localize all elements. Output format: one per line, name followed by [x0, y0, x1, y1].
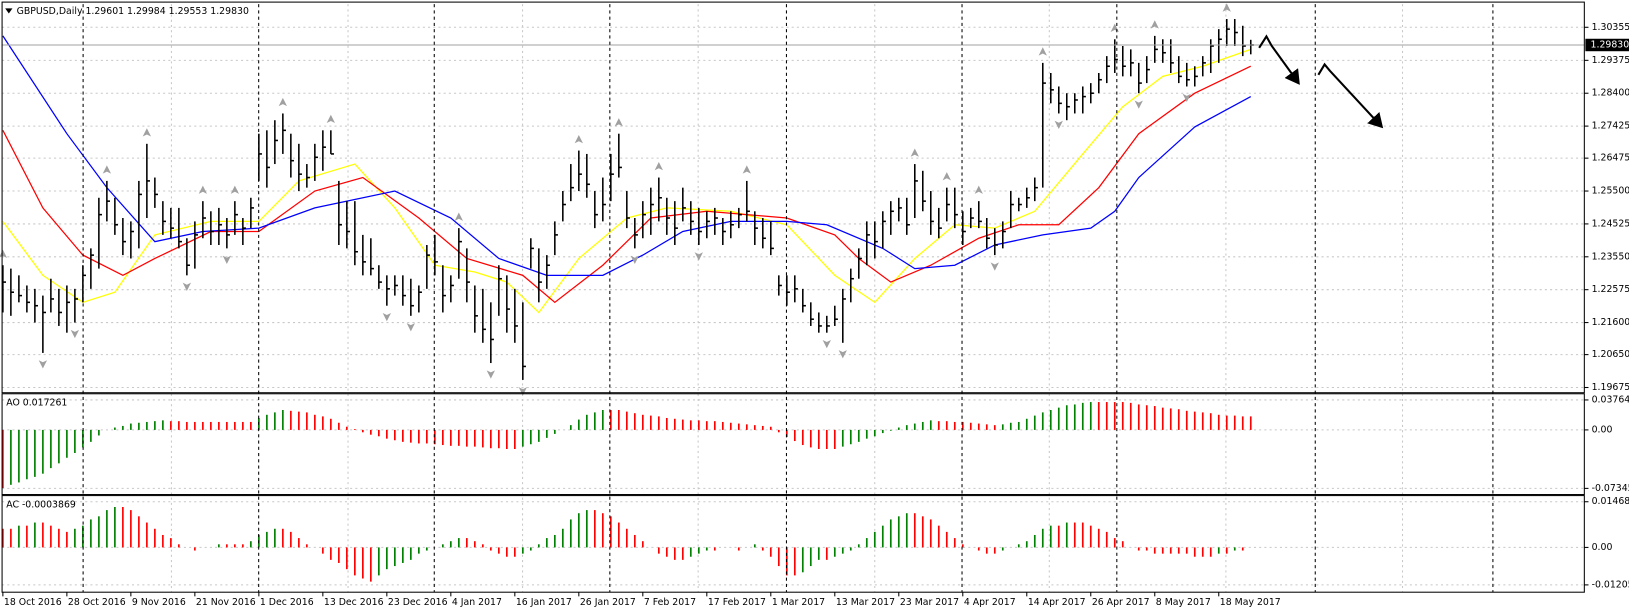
y-tick-label: 1.23550: [1592, 251, 1629, 262]
x-tick-label: 13 Mar 2017: [836, 597, 895, 608]
fractal-up: [1038, 47, 1047, 56]
fractal-down: [838, 350, 847, 359]
y-tick-label: 1.25500: [1592, 186, 1629, 197]
y-tick-label: 1.21600: [1592, 317, 1629, 328]
x-tick-label: 8 May 2017: [1156, 597, 1211, 608]
panel-frame: [1, 1, 1585, 394]
current-price-label: 1.29830: [1591, 39, 1629, 50]
panel-title: AO 0.017261: [6, 398, 67, 409]
x-tick-label: 7 Feb 2017: [644, 597, 696, 608]
y-tick-label: 1.29375: [1592, 55, 1629, 66]
fractal-up: [742, 165, 751, 174]
y-tick-label: 1.26475: [1592, 153, 1629, 164]
x-tick-label: 14 Apr 2017: [1028, 597, 1086, 608]
x-tick-label: 9 Nov 2016: [132, 597, 186, 608]
fractal-up: [910, 148, 919, 157]
header-triangle: [5, 8, 13, 14]
forecast-arrow: [1317, 62, 1384, 129]
forecast-arrow: [1258, 34, 1300, 85]
panel-title: AC -0.0003869: [6, 499, 76, 510]
fractal-up: [230, 185, 240, 194]
x-tick-label: 23 Dec 2016: [388, 597, 448, 608]
fractal-down: [406, 323, 415, 332]
fractal-down: [486, 370, 495, 379]
fractal-up: [326, 114, 336, 124]
fractal-up: [654, 161, 663, 171]
x-tick-label: 18 Oct 2016: [4, 597, 62, 608]
x-tick-label: 1 Mar 2017: [772, 597, 825, 608]
moving-average: [2, 48, 1251, 314]
x-tick-label: 28 Oct 2016: [68, 597, 126, 608]
x-tick-label: 13 Dec 2016: [324, 597, 384, 608]
fractal-up: [142, 128, 152, 137]
x-tick-label: 26 Jan 2017: [580, 597, 636, 608]
x-tick-label: 16 Jan 2017: [516, 597, 572, 608]
fractal-up: [942, 172, 951, 181]
y-tick-label: -0.012052: [1592, 579, 1629, 590]
fractal-down: [518, 387, 527, 396]
fractal-down: [630, 255, 639, 264]
x-tick-label: 23 Mar 2017: [900, 597, 959, 608]
y-tick-label: -0.073459: [1592, 483, 1629, 494]
fractal-up: [102, 165, 112, 174]
y-tick-label: 1.19675: [1592, 382, 1629, 393]
y-tick-label: 1.24525: [1592, 218, 1629, 229]
y-tick-label: 0.00: [1592, 542, 1613, 553]
fractal-down: [1182, 93, 1191, 103]
x-tick-label: 26 Apr 2017: [1092, 597, 1150, 608]
fractal-down: [70, 329, 80, 339]
moving-average: [2, 35, 1252, 276]
fractal-up: [614, 118, 623, 127]
fractal-up: [198, 185, 208, 194]
fractal-up: [974, 185, 983, 194]
y-tick-label: 1.27425: [1592, 121, 1629, 132]
x-tick-label: 4 Apr 2017: [964, 597, 1016, 608]
y-tick-label: 0.037644: [1592, 394, 1629, 405]
fractal-down: [1134, 100, 1143, 109]
fractal-down: [990, 262, 999, 271]
fractal-down: [182, 282, 192, 291]
y-tick-label: 1.20650: [1592, 349, 1629, 360]
current-price-box: [1585, 38, 1629, 52]
fractal-up: [1222, 3, 1231, 12]
y-tick-label: 0.00: [1592, 424, 1613, 435]
fractal-down: [1054, 120, 1063, 130]
fractal-down: [822, 339, 831, 349]
x-tick-label: 1 Dec 2016: [260, 597, 314, 608]
panel-frame: [1, 393, 1585, 496]
fractal-down: [382, 312, 391, 322]
panel-frame: [1, 495, 1585, 593]
annotations: [1258, 34, 1384, 129]
fractal-up: [574, 134, 583, 144]
fractal-up: [454, 212, 463, 221]
fractal-down: [222, 255, 232, 264]
panel-title: GBPUSD,Daily 1.29601 1.29984 1.29553 1.2…: [17, 6, 249, 17]
y-tick-label: 0.014687: [1592, 496, 1629, 507]
fractal-down: [38, 360, 48, 369]
y-tick-label: 1.22575: [1592, 284, 1629, 295]
fractal-up: [278, 97, 288, 107]
y-tick-label: 1.30355: [1592, 22, 1629, 33]
x-tick-label: 17 Feb 2017: [708, 597, 766, 608]
y-tick-label: 1.28400: [1592, 88, 1629, 99]
x-tick-label: 4 Jan 2017: [452, 597, 502, 608]
x-tick-label: 21 Nov 2016: [196, 597, 256, 608]
fractal-down: [694, 252, 703, 261]
x-tick-label: 18 May 2017: [1220, 597, 1281, 608]
fractal-up: [1150, 20, 1159, 29]
